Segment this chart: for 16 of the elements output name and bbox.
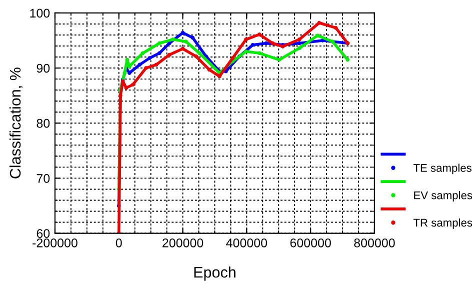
- y-tick-label: 100: [30, 8, 50, 18]
- y-tick-label: 90: [36, 64, 50, 73]
- x-tick-label: 0: [116, 238, 122, 248]
- x-tick-label: 800000: [354, 238, 395, 248]
- x-tick-label: 400000: [226, 238, 268, 248]
- legend-label: EV samples: [414, 191, 472, 202]
- y-tick-label: 70: [36, 174, 50, 183]
- y-tick-label: 60: [36, 229, 50, 238]
- x-tick-label: 600000: [290, 238, 331, 248]
- y-tick-label: 80: [36, 118, 50, 128]
- legend-label: TE samples: [413, 164, 472, 174]
- y-axis-title: Classification, %: [9, 68, 22, 178]
- legend-label: TR samples: [413, 218, 472, 229]
- x-tick-label: 200000: [162, 238, 204, 248]
- x-axis-title: Epoch: [194, 266, 236, 281]
- x-tick-label: -200000: [32, 238, 78, 248]
